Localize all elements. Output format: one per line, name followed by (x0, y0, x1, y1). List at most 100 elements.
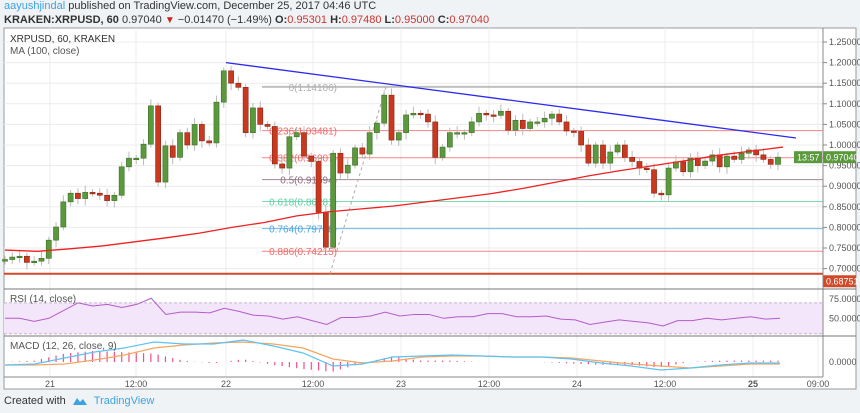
candle-up (439, 146, 446, 158)
candle-up (250, 107, 256, 133)
candle-up (541, 117, 548, 123)
fib-level-label: 0.886(0.74215) (269, 247, 337, 258)
candle-down (505, 110, 512, 131)
candle-down (315, 161, 322, 213)
candle-up (549, 113, 555, 119)
candle-down (337, 152, 344, 174)
candle-up (16, 255, 23, 259)
low-value: 0.95000 (394, 14, 435, 26)
x-tick-label: 12:00 (654, 379, 677, 389)
candle-up (702, 160, 708, 166)
low-label: L: (384, 14, 395, 26)
candle-down (585, 144, 592, 164)
y-tick-label: 0.95000 (829, 161, 860, 171)
x-tick-label: 12:00 (478, 379, 501, 389)
candle-down (622, 144, 628, 158)
candle-down (600, 144, 606, 164)
y-tick-label: 1.20000 (829, 58, 860, 68)
candle-up (31, 260, 38, 263)
author-link[interactable]: aayushjindal (4, 0, 66, 12)
candle-up (446, 132, 453, 148)
y-tick-label: 1.10000 (829, 99, 860, 109)
level-label: 0.68751 (826, 277, 859, 287)
x-tick-label: 23 (396, 379, 406, 389)
legend-rsi: RSI (14, close) (10, 294, 76, 305)
candle-up (126, 157, 132, 168)
fib-level-label: 0.618(0.86281) (269, 198, 337, 209)
candle-down (643, 167, 650, 171)
candle-up (9, 256, 16, 260)
rsi-tick-label: 75.0000 (829, 294, 860, 304)
ma100-line (4, 146, 784, 252)
close-label: C: (437, 14, 450, 26)
open-label: O: (275, 14, 288, 26)
candle-down (760, 154, 767, 160)
candle-down (563, 121, 570, 132)
candle-down (483, 112, 490, 116)
candle-down (570, 130, 577, 133)
open-value: 0.95301 (287, 14, 328, 26)
candle-down (388, 94, 395, 141)
x-tick-label: 22 (221, 379, 231, 389)
candle-up (592, 144, 599, 164)
candle-up (476, 112, 482, 123)
candle-up (352, 147, 358, 166)
candle-down (680, 161, 687, 173)
footer: Created with TradingView (4, 395, 154, 407)
candle-down (155, 105, 161, 183)
candle-up (82, 192, 89, 199)
candle-up (534, 121, 541, 124)
candle-up (709, 154, 716, 162)
candle-up (38, 257, 45, 262)
candle-up (111, 194, 118, 201)
last-price-label: 0.97040 (826, 153, 859, 163)
candle-up (133, 157, 140, 160)
candle-up (665, 167, 672, 196)
countdown-label: 13:57 (797, 153, 820, 163)
fib-level-label: 0.764(0.79708) (269, 225, 337, 236)
candle-up (293, 132, 300, 138)
candle-down (24, 255, 30, 263)
fib-level-label: 0.236(1.03481) (269, 127, 337, 138)
candle-down (490, 114, 497, 117)
candle-down (264, 124, 271, 127)
publish-info: aayushjindal published on TradingView.co… (4, 0, 376, 13)
candle-up (213, 101, 220, 144)
candle-up (220, 70, 227, 103)
legend-macd: MACD (12, 26, close, 9) (10, 341, 117, 352)
candle-down (271, 126, 278, 165)
candle-down (519, 119, 526, 129)
created-with-text: Created with (4, 395, 66, 407)
triangle-down-icon: ▼ (164, 15, 175, 26)
candle-up (454, 132, 460, 135)
countdown-badge (794, 151, 822, 164)
x-tick-label: 12:00 (302, 379, 325, 389)
tradingview-link[interactable]: TradingView (93, 395, 155, 407)
y-tick-label: 0.70000 (829, 264, 860, 274)
x-tick-label: 25 (748, 379, 758, 389)
candle-up (403, 114, 409, 133)
candle-up (118, 166, 125, 196)
candle-down (556, 113, 563, 123)
rsi-line (5, 297, 781, 327)
y-tick-label: 0.85000 (829, 202, 860, 212)
candle-down (716, 154, 723, 168)
candle-up (344, 164, 351, 174)
y-tick-label: 1.00000 (829, 140, 860, 150)
y-tick-label: 1.05000 (829, 119, 860, 129)
candle-up (468, 121, 475, 133)
candle-up (381, 94, 388, 124)
legend-title: XRPUSD, 60, KRAKEN (10, 34, 115, 45)
candle-down (279, 163, 285, 169)
candle-down (301, 132, 307, 157)
candle-down (206, 140, 213, 144)
rsi-band (4, 302, 823, 334)
signal-line (5, 341, 780, 369)
candle-down (184, 132, 191, 146)
candle-down (629, 157, 636, 162)
fib-level-label: 0(1.14106) (289, 83, 337, 94)
candle-down (425, 113, 431, 123)
candle-up (374, 122, 380, 133)
price-change: −0.01470 (−1.49%) (177, 14, 272, 26)
